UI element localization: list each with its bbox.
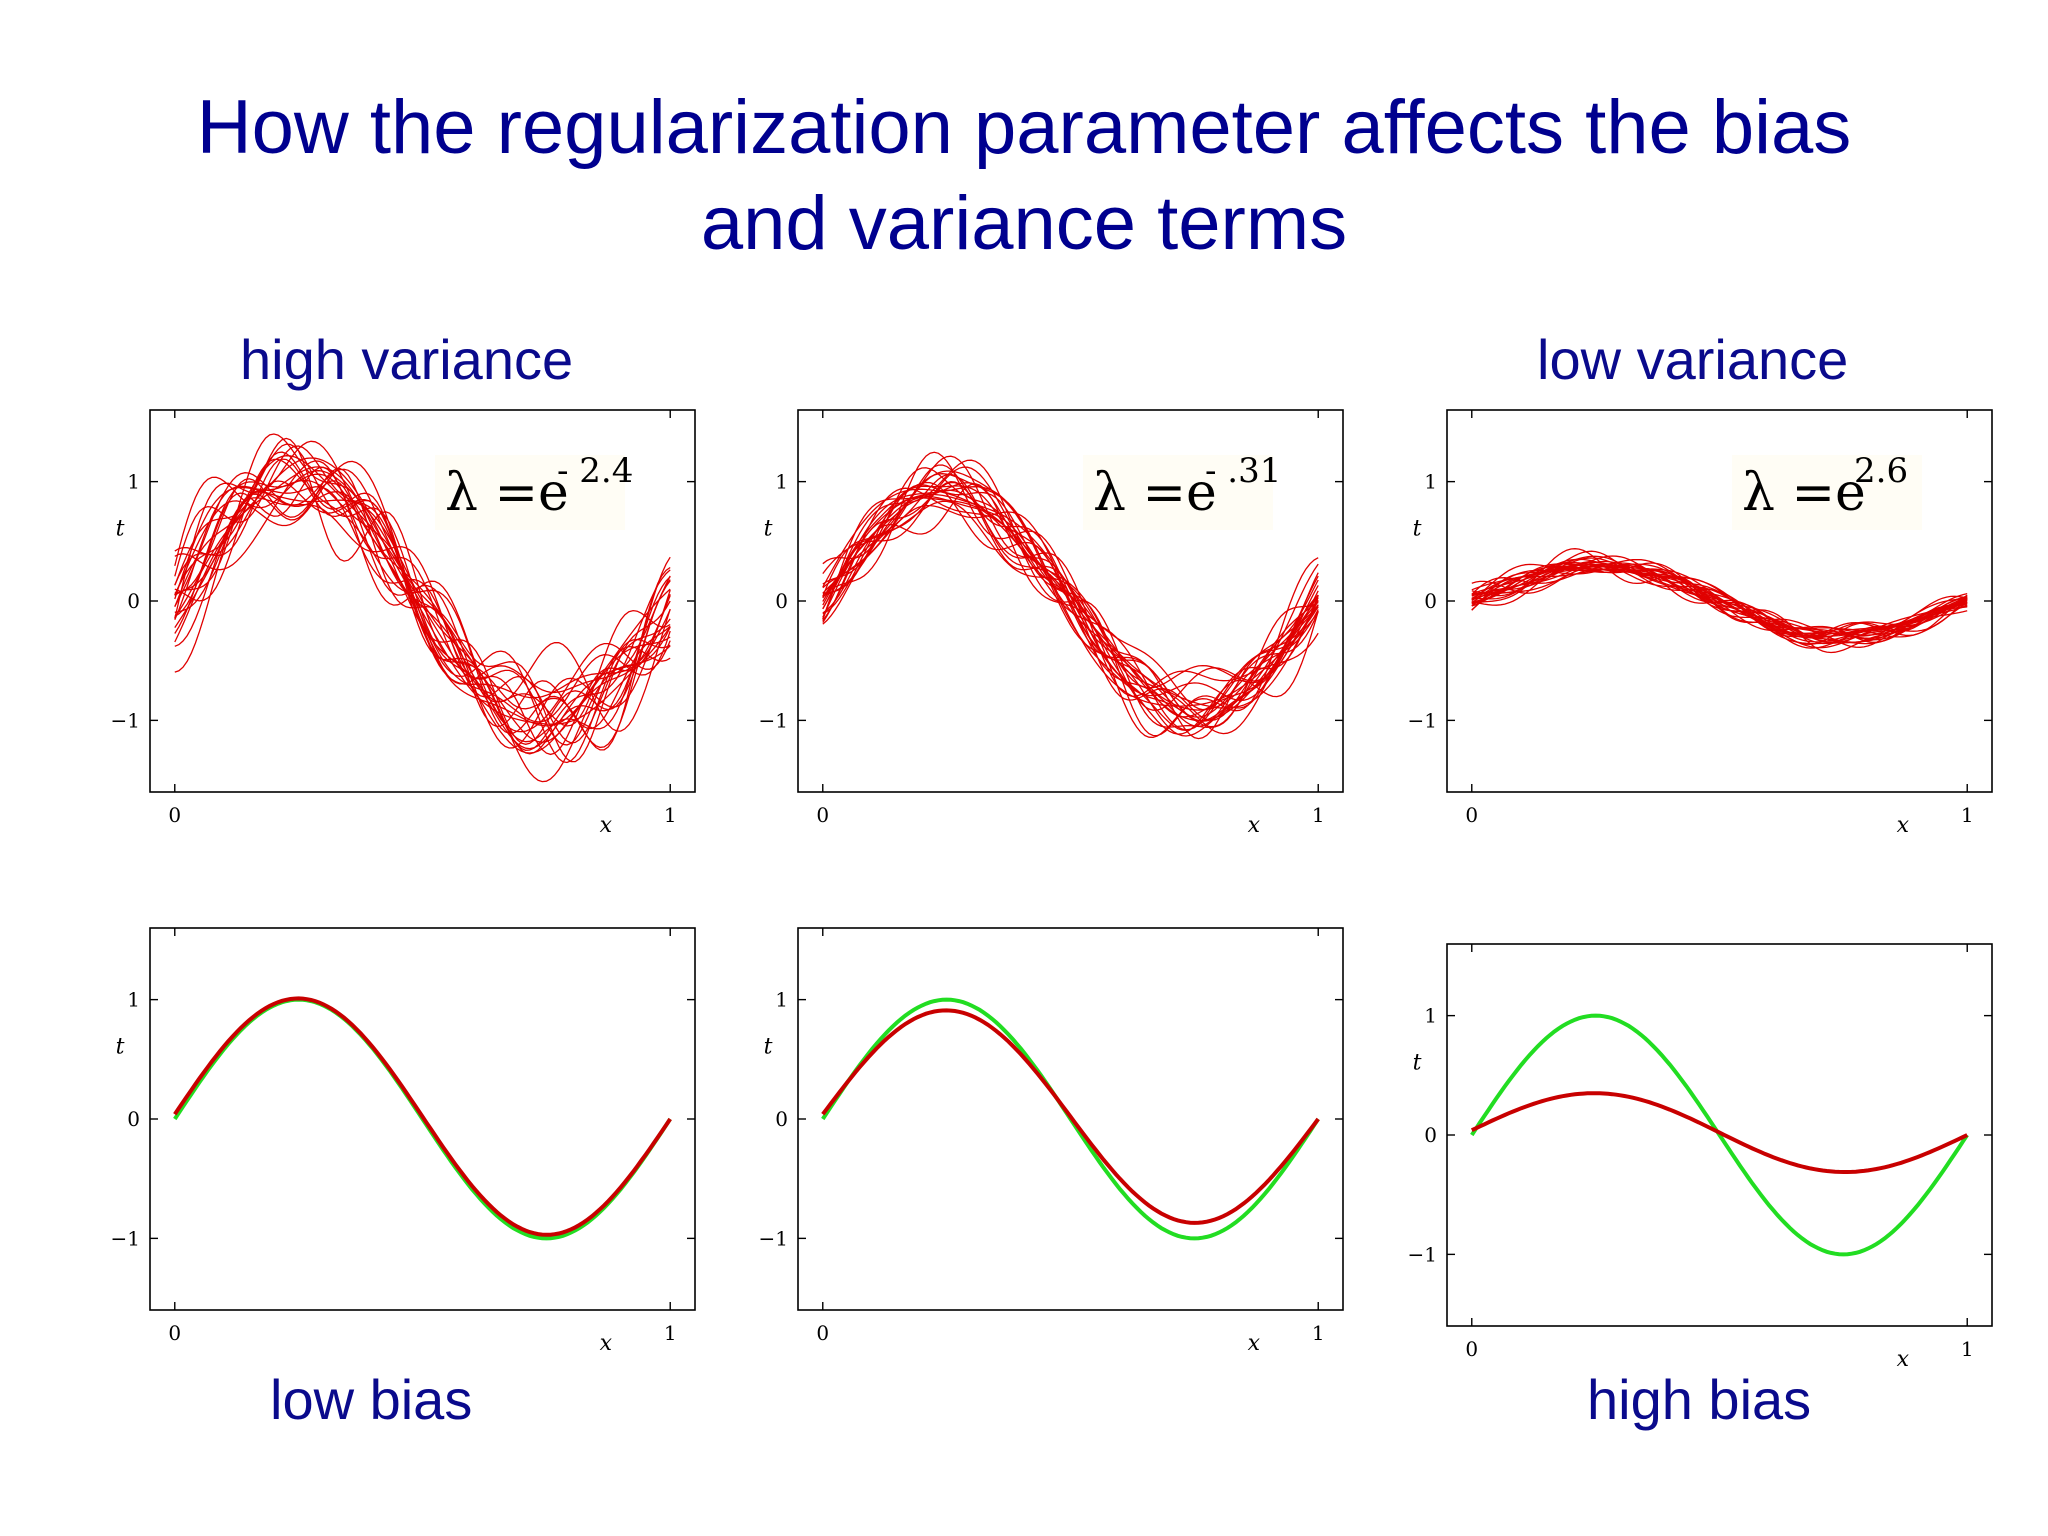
fit-curve xyxy=(822,481,1319,697)
lambda-annotation-exponent: - .31 xyxy=(1205,451,1281,491)
slide-title-line2: and variance terms xyxy=(700,181,1348,266)
fit-curve xyxy=(174,458,671,749)
fit-curve xyxy=(174,490,671,732)
lambda-annotation-exponent: - 2.4 xyxy=(557,451,633,491)
x-axis-label: x xyxy=(600,1331,613,1356)
x-axis-label: x xyxy=(1897,1347,1910,1372)
fit-curve xyxy=(174,466,671,756)
true-function-line xyxy=(1470,1013,1969,1257)
slide-title: How the regularization parameter affects… xyxy=(0,80,2048,272)
x-tick-label: 0 xyxy=(816,1321,829,1345)
annotation-background xyxy=(435,455,625,530)
x-tick-label: 1 xyxy=(1312,803,1325,827)
chart-panel-bottom-left: −1 0 1 0 1 x t xyxy=(111,927,696,1356)
x-tick-label: 0 xyxy=(168,803,181,827)
annotation-background xyxy=(1732,455,1922,530)
x-tick-label: 0 xyxy=(168,1321,181,1345)
chart-panel-top-right: −1 0 1 0 1 x t λ =e2.6 xyxy=(1408,409,1993,838)
fit-curve xyxy=(1471,565,1968,637)
fit-curve xyxy=(174,466,671,725)
fit-curve xyxy=(822,466,1319,735)
average-fit-line xyxy=(173,996,672,1237)
y-tick-label: 1 xyxy=(1424,1004,1437,1028)
chart-panel-top-left: −1 0 1 0 1 x t λ =e- 2.4 xyxy=(111,409,696,838)
y-tick-label: 1 xyxy=(127,988,140,1012)
x-axis-label: x xyxy=(1897,813,1910,838)
average-fit-line xyxy=(821,1008,1320,1225)
y-tick-label: 1 xyxy=(775,470,788,494)
x-tick-label: 1 xyxy=(1961,1337,1974,1361)
y-axis-label: t xyxy=(1413,1050,1422,1075)
x-tick-label: 1 xyxy=(664,1321,677,1345)
y-tick-label: 0 xyxy=(775,589,788,613)
y-axis-label: t xyxy=(1413,516,1422,541)
y-tick-label: 0 xyxy=(1424,589,1437,613)
fit-curve xyxy=(174,470,671,723)
chart-panel-top-middle: −1 0 1 0 1 x t λ =e- .31 xyxy=(759,409,1344,838)
fit-curve xyxy=(174,486,671,783)
fit-curve xyxy=(1471,562,1968,637)
chart-panel-bottom-right: −1 0 1 0 1 x t xyxy=(1408,943,1993,1372)
y-tick-label: −1 xyxy=(1408,708,1437,732)
fit-curve xyxy=(822,496,1319,711)
x-axis-label: x xyxy=(600,813,613,838)
slide-title-line1: How the regularization parameter affects… xyxy=(196,85,1852,170)
annotation-background xyxy=(1083,455,1273,530)
fit-curve xyxy=(174,460,671,733)
fit-curve xyxy=(822,467,1319,729)
x-tick-label: 0 xyxy=(1465,803,1478,827)
y-tick-label: 0 xyxy=(127,589,140,613)
lambda-annotation-base: λ =e xyxy=(1742,463,1866,523)
lambda-annotation-base: λ =e xyxy=(445,463,569,523)
fit-curve xyxy=(822,455,1319,731)
y-tick-label: −1 xyxy=(111,708,140,732)
fit-curve xyxy=(1471,569,1968,638)
y-tick-label: 0 xyxy=(127,1107,140,1131)
y-tick-label: −1 xyxy=(759,1226,788,1250)
y-tick-label: −1 xyxy=(759,708,788,732)
y-tick-label: 1 xyxy=(1424,470,1437,494)
x-tick-label: 0 xyxy=(1465,1337,1478,1361)
fit-curve xyxy=(1471,548,1968,635)
fit-curve xyxy=(174,460,671,727)
y-axis-label: t xyxy=(116,1034,125,1059)
y-tick-label: −1 xyxy=(111,1226,140,1250)
fit-curve xyxy=(174,445,671,755)
y-axis-label: t xyxy=(764,516,773,541)
x-axis-label: x xyxy=(1248,813,1261,838)
y-tick-label: 1 xyxy=(127,470,140,494)
y-tick-label: −1 xyxy=(1408,1242,1437,1266)
y-axis-label: t xyxy=(116,516,125,541)
label-high-bias: high bias xyxy=(1587,1368,1812,1431)
y-tick-label: 0 xyxy=(1424,1123,1437,1147)
label-high-variance: high variance xyxy=(240,328,574,391)
lambda-annotation-base: λ =e xyxy=(1093,463,1217,523)
chart-panel-bottom-middle: −1 0 1 0 1 x t xyxy=(759,927,1344,1356)
x-tick-label: 1 xyxy=(1961,803,1974,827)
x-tick-label: 1 xyxy=(1312,1321,1325,1345)
y-tick-label: 1 xyxy=(775,988,788,1012)
fit-curve xyxy=(1471,563,1968,644)
fit-curve xyxy=(174,455,671,754)
y-axis-label: t xyxy=(764,1034,773,1059)
label-low-variance: low variance xyxy=(1537,328,1849,391)
x-axis-label: x xyxy=(1248,1331,1261,1356)
y-tick-label: 0 xyxy=(775,1107,788,1131)
x-tick-label: 1 xyxy=(664,803,677,827)
average-fit-line xyxy=(1470,1091,1969,1174)
lambda-annotation-exponent: 2.6 xyxy=(1854,451,1908,491)
label-low-bias: low bias xyxy=(270,1368,473,1431)
fit-curve xyxy=(822,451,1319,735)
x-tick-label: 0 xyxy=(816,803,829,827)
